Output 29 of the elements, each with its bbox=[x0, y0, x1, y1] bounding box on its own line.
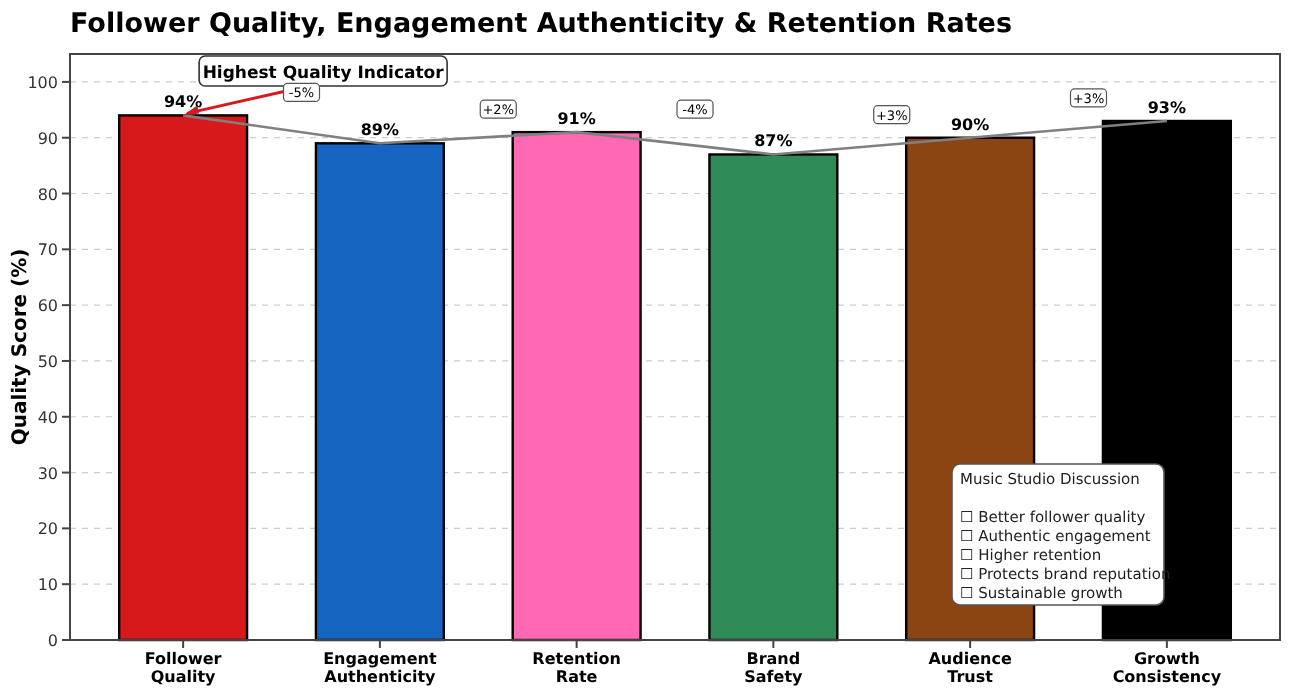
x-tick-label: Growth Consistency bbox=[1112, 650, 1223, 686]
y-tick-label: 20 bbox=[37, 520, 58, 539]
x-tick-label: Audience Trust bbox=[928, 650, 1013, 686]
bar bbox=[708, 153, 839, 642]
y-tick-label: 70 bbox=[37, 241, 58, 260]
data-label: 94% bbox=[163, 93, 203, 112]
y-tick-label: 0 bbox=[47, 632, 58, 650]
data-label: 90% bbox=[950, 115, 990, 134]
bar bbox=[314, 142, 446, 642]
x-tick-label: Follower Quality bbox=[144, 650, 222, 686]
x-tick-label: Brand Safety bbox=[744, 650, 805, 686]
data-label: 89% bbox=[360, 121, 400, 140]
y-tick-label: 10 bbox=[37, 576, 58, 595]
y-tick-label: 100 bbox=[27, 73, 58, 92]
y-tick-label: 60 bbox=[37, 297, 58, 316]
y-tick-label: 50 bbox=[37, 352, 58, 371]
chart-title: Follower Quality, Engagement Authenticity & Retention Rates bbox=[70, 8, 1012, 40]
x-tick-label: Retention Rate bbox=[532, 650, 622, 686]
y-axis-title: Quality Score (%) bbox=[10, 248, 32, 446]
data-label: 87% bbox=[754, 132, 793, 151]
y-tick-label: 80 bbox=[37, 185, 58, 204]
y-tick-label: 30 bbox=[37, 464, 58, 483]
data-label: 91% bbox=[557, 110, 596, 129]
y-tick-label: 40 bbox=[37, 408, 58, 427]
data-label: 93% bbox=[1147, 98, 1187, 117]
y-tick-label: 90 bbox=[37, 129, 58, 148]
x-tick-label: Engagement Authenticity bbox=[323, 650, 438, 686]
bar bbox=[511, 130, 642, 642]
annotation: Highest Quality Indicator bbox=[202, 64, 446, 84]
